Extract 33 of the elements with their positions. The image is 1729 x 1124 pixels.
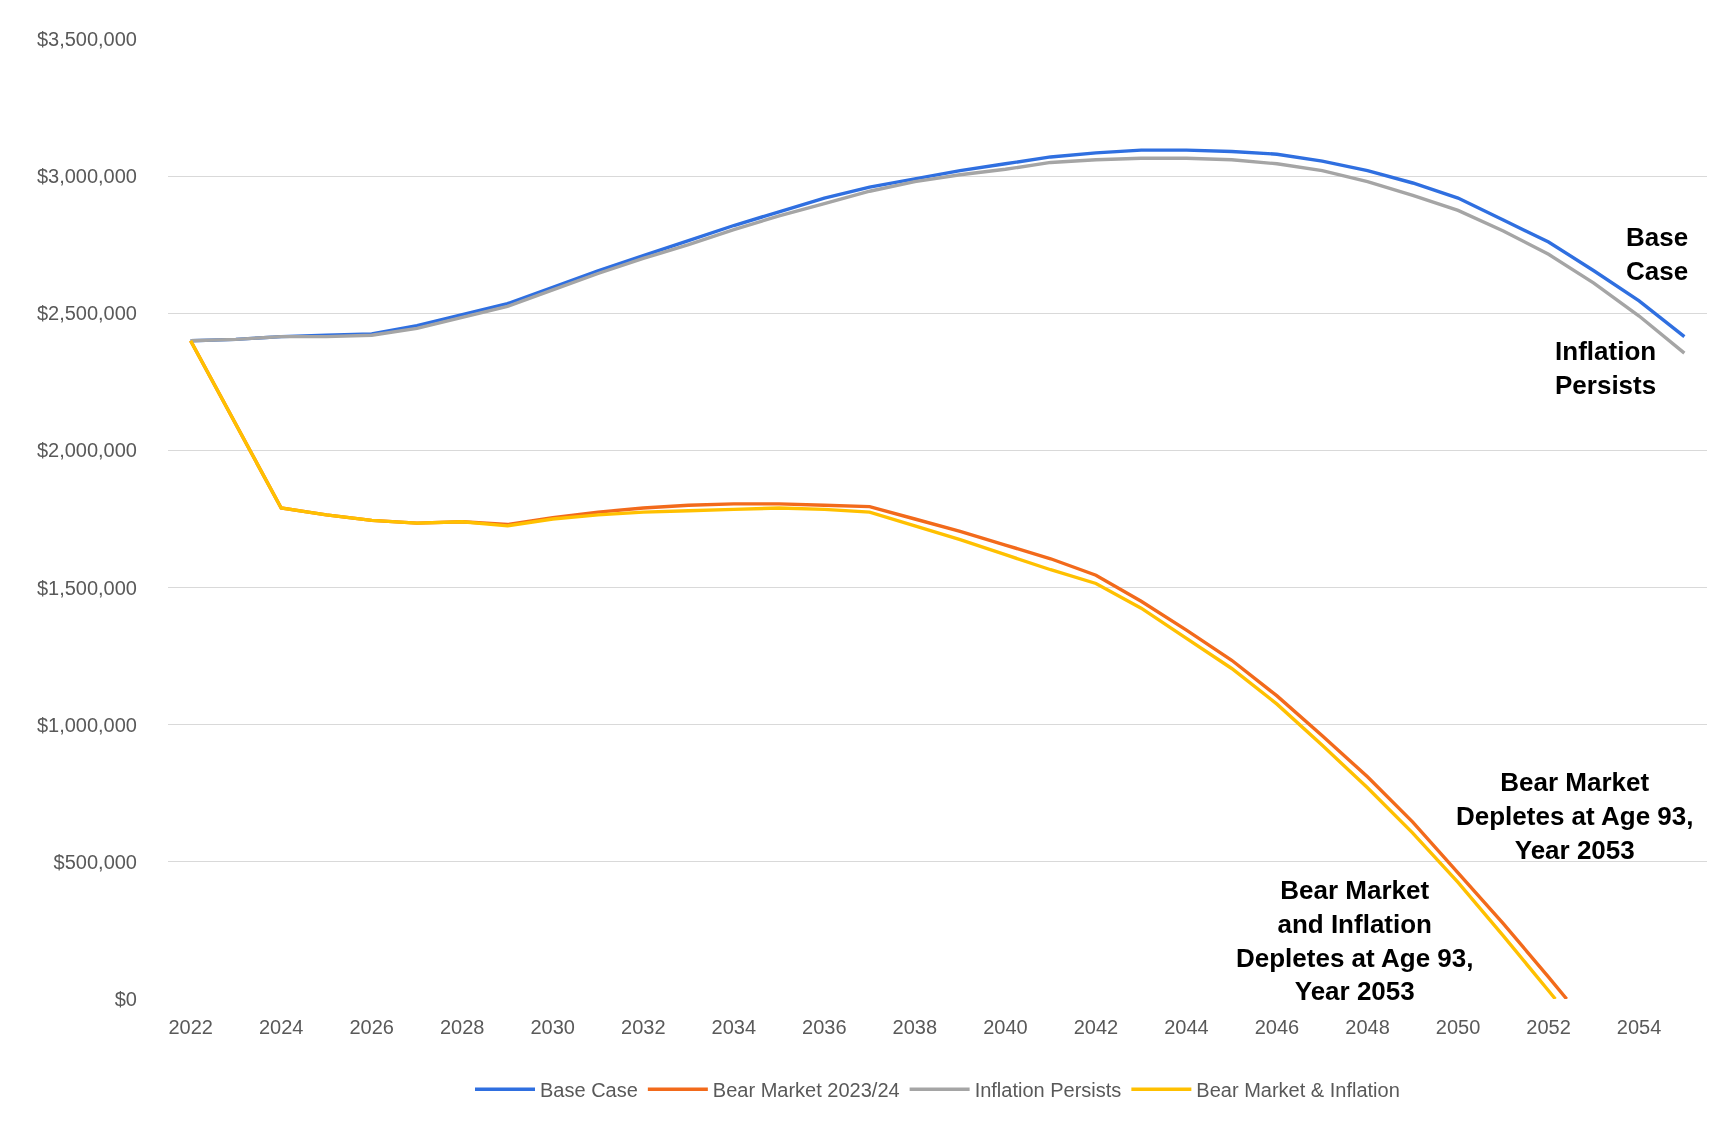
y-tick-label: $3,000,000 xyxy=(36,165,137,188)
x-tick-label: 2028 xyxy=(439,1016,485,1038)
x-tick-label: 2030 xyxy=(530,1016,575,1038)
x-tick-label: 2048 xyxy=(1345,1016,1390,1038)
x-tick-label: 2054 xyxy=(1616,1016,1662,1038)
x-tick-label: 2038 xyxy=(892,1016,938,1038)
legend-label: Bear Market & Inflation xyxy=(1196,1079,1400,1102)
x-tick-label: 2042 xyxy=(1073,1016,1119,1038)
annotation: Bear Market Depletes at Age 93, Year 2053 xyxy=(1456,767,1694,865)
y-tick-label: $0 xyxy=(114,988,137,1010)
legend-label: Bear Market 2023/24 xyxy=(712,1079,900,1102)
annotation: Bear Market and Inflation Depletes at Age 93, Year 2053 xyxy=(1236,875,1474,1007)
x-tick-label: 2052 xyxy=(1526,1016,1571,1038)
y-tick-label: $3,500,000 xyxy=(36,28,137,50)
x-tick-label: 2050 xyxy=(1435,1016,1481,1038)
y-tick-label: $2,500,000 xyxy=(36,302,137,325)
x-tick-label: 2044 xyxy=(1164,1016,1209,1038)
x-tick-label: 2046 xyxy=(1254,1016,1300,1038)
x-tick-label: 2026 xyxy=(349,1016,394,1038)
legend-label: Inflation Persists xyxy=(974,1079,1122,1102)
x-tick-label: 2040 xyxy=(983,1016,1028,1038)
annotation: Inflation Persists xyxy=(1555,336,1657,400)
y-tick-label: $1,000,000 xyxy=(36,713,137,736)
annotation: Base Case xyxy=(1626,222,1689,286)
y-tick-label: $500,000 xyxy=(53,850,137,873)
x-tick-label: 2024 xyxy=(258,1016,304,1038)
x-tick-label: 2032 xyxy=(621,1016,666,1038)
x-tick-label: 2022 xyxy=(168,1016,213,1038)
y-tick-label: $1,500,000 xyxy=(36,576,137,599)
legend-label: Base Case xyxy=(540,1079,638,1102)
x-tick-label: 2034 xyxy=(711,1016,757,1038)
y-tick-label: $2,000,000 xyxy=(36,439,137,462)
x-tick-label: 2036 xyxy=(802,1016,847,1038)
